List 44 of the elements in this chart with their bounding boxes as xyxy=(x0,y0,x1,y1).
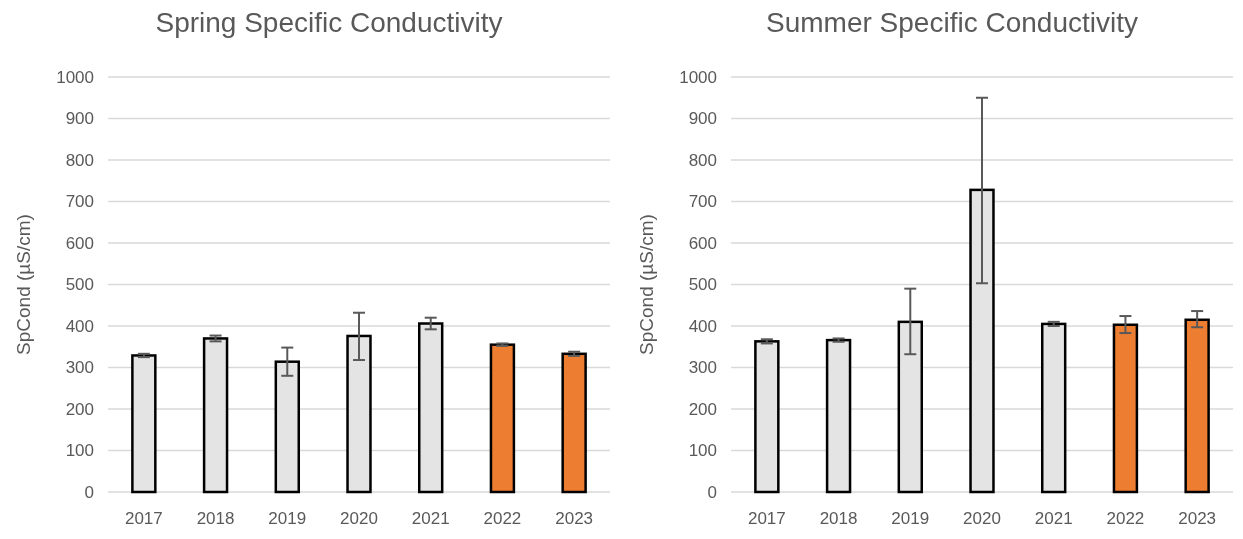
x-tick-label: 2020 xyxy=(340,509,378,528)
x-tick-label: 2022 xyxy=(1106,509,1145,528)
y-tick-label: 200 xyxy=(65,399,94,419)
y-axis-title: SpCond (µS/cm) xyxy=(13,214,34,355)
y-tick-label: 800 xyxy=(65,150,94,170)
y-tick-label: 900 xyxy=(65,109,94,129)
bar xyxy=(561,352,587,494)
chart-title: Spring Specific Conductivity xyxy=(155,7,503,38)
y-tick-label: 500 xyxy=(65,275,94,295)
x-tick-label: 2017 xyxy=(747,509,786,528)
x-tick-label: 2021 xyxy=(411,509,450,528)
bar xyxy=(1112,323,1139,494)
y-tick-label: 800 xyxy=(688,150,717,170)
bar xyxy=(1184,318,1210,494)
y-tick-label: 1000 xyxy=(56,67,94,87)
y-tick-label: 100 xyxy=(65,441,94,461)
y-tick-label: 700 xyxy=(65,192,94,212)
y-tick-label: 0 xyxy=(707,482,717,502)
y-tick-label: 400 xyxy=(688,316,717,336)
x-tick-label: 2023 xyxy=(1178,509,1217,528)
y-tick-label: 200 xyxy=(688,399,717,419)
y-tick-label: 1000 xyxy=(679,67,717,87)
y-tick-label: 600 xyxy=(688,233,717,253)
y-tick-label: 300 xyxy=(688,358,717,378)
y-tick-label: 600 xyxy=(65,233,94,253)
x-tick-label: 2017 xyxy=(124,509,163,528)
x-tick-label: 2023 xyxy=(555,509,594,528)
x-tick-label: 2020 xyxy=(963,509,1001,528)
y-axis-title: SpCond (µS/cm) xyxy=(636,214,657,355)
x-tick-label: 2018 xyxy=(819,509,858,528)
y-tick-label: 500 xyxy=(688,275,717,295)
x-tick-label: 2021 xyxy=(1034,509,1073,528)
y-tick-label: 900 xyxy=(688,109,717,129)
x-tick-label: 2022 xyxy=(483,509,522,528)
chart-title: Summer Specific Conductivity xyxy=(766,7,1138,38)
x-tick-label: 2019 xyxy=(891,509,930,528)
y-tick-label: 400 xyxy=(65,316,94,336)
x-tick-label: 2018 xyxy=(196,509,235,528)
y-tick-label: 700 xyxy=(688,192,717,212)
bar xyxy=(489,343,516,494)
x-tick-label: 2019 xyxy=(268,509,307,528)
y-tick-label: 0 xyxy=(84,482,94,502)
y-tick-label: 300 xyxy=(65,358,94,378)
y-tick-label: 100 xyxy=(688,441,717,461)
